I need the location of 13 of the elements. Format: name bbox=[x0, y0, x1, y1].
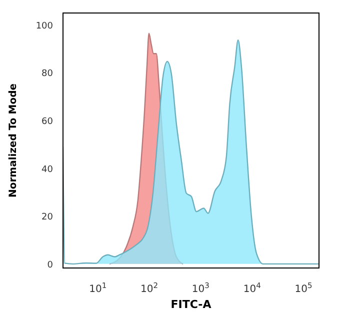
y-tick-label: 20 bbox=[42, 212, 54, 223]
x-tick-label: 10$^{3}$ bbox=[192, 280, 210, 295]
y-tick-label: 80 bbox=[42, 69, 54, 80]
y-axis-title: Normalized To Mode bbox=[8, 83, 19, 198]
x-tick-label: 10$^{2}$ bbox=[140, 280, 158, 295]
y-tick-label: 0 bbox=[47, 260, 54, 270]
x-tick-label: 10$^{4}$ bbox=[243, 280, 262, 295]
y-tick-label: 60 bbox=[42, 117, 54, 128]
y-tick-label: 100 bbox=[36, 21, 54, 32]
y-tick-label: 40 bbox=[42, 164, 54, 175]
x-tick-label: 10$^{1}$ bbox=[89, 280, 107, 295]
x-tick-label: 10$^{5}$ bbox=[294, 280, 312, 295]
x-axis-title: FITC-A bbox=[170, 298, 212, 311]
